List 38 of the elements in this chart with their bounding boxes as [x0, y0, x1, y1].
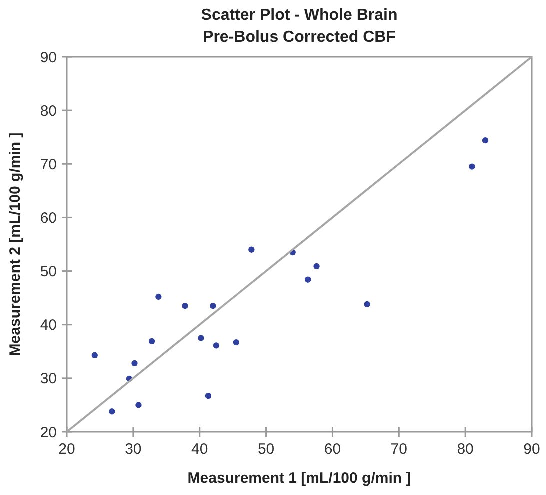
point — [148, 338, 156, 345]
point — [482, 137, 489, 144]
point — [109, 408, 116, 415]
y-tick-label: 80 — [40, 102, 57, 120]
point — [205, 393, 212, 400]
point — [136, 402, 142, 408]
point — [364, 301, 370, 308]
y-tick-label: 20 — [40, 424, 57, 442]
y-tick-label: 60 — [40, 210, 57, 227]
y-tick-label: 90 — [40, 49, 57, 66]
x-tick-label: 90 — [524, 441, 540, 458]
point — [469, 164, 476, 170]
point — [210, 303, 216, 310]
point — [305, 276, 312, 283]
point — [92, 352, 98, 358]
x-tick-label: 60 — [324, 441, 342, 458]
x-tick-label: 50 — [258, 441, 275, 458]
point — [156, 294, 162, 300]
x-tick-label: 20 — [58, 441, 76, 458]
chart-subtitle: Pre-Bolus Corrected CBF — [203, 29, 396, 46]
point — [248, 246, 255, 253]
y-tick-label: 40 — [40, 317, 57, 334]
x-tick-label: 80 — [457, 441, 474, 458]
x-axis-title: Measurement 1 [mL/100 g/min ] — [188, 470, 412, 487]
x-tick-label: 40 — [192, 441, 208, 458]
point — [213, 342, 220, 349]
point — [132, 360, 138, 367]
point — [182, 303, 188, 310]
y-tick-label: 70 — [40, 156, 57, 174]
y-tick-label: 50 — [40, 264, 57, 281]
chart-title: Scatter Plot - Whole Brain — [201, 7, 398, 24]
x-tick-label: 30 — [125, 441, 142, 458]
point — [233, 339, 240, 346]
x-tick-label: 70 — [390, 441, 408, 458]
y-tick-label: 30 — [40, 370, 57, 388]
point — [198, 335, 204, 342]
point — [314, 263, 320, 270]
y-axis-title: Measurement 2 [mL/100 g/min ] — [7, 132, 24, 356]
